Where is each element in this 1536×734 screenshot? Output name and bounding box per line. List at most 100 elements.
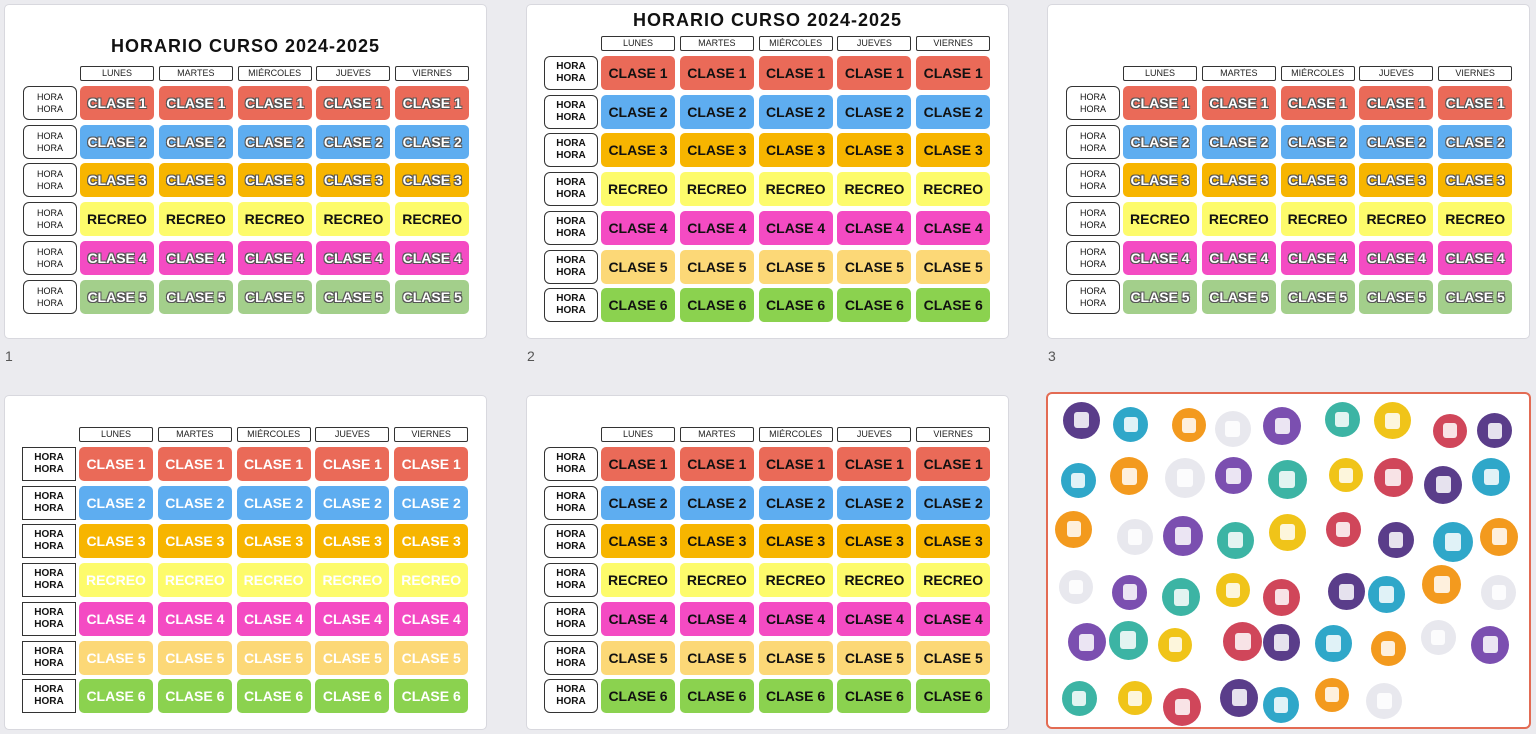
- hour-label: HORA HORA: [544, 601, 598, 636]
- class-cell: CLASE 5: [394, 640, 469, 675]
- icon: [1215, 573, 1250, 608]
- class-cell: CLASE 5: [601, 640, 675, 675]
- hour-line: HORA: [34, 452, 64, 463]
- class-cell: CLASE 1: [395, 86, 470, 120]
- class-cell: CLASE 5: [1201, 279, 1276, 314]
- class-cell: CLASE 4: [758, 210, 833, 245]
- hour-label: HORA HORA: [544, 563, 598, 598]
- icon: [1328, 458, 1363, 493]
- class-cell: CLASE 3: [837, 133, 912, 168]
- slide-number: 2: [527, 348, 535, 364]
- class-cell: CLASE 3: [1438, 163, 1513, 198]
- class-cell: CLASE 5: [758, 640, 833, 675]
- icon-glyph: [1122, 584, 1137, 600]
- class-cell: CLASE 1: [916, 56, 991, 90]
- class-cell: CLASE 5: [601, 249, 675, 284]
- hour-line: HORA: [556, 99, 586, 111]
- hour-label: HORA HORA: [23, 240, 77, 275]
- class-cell: CLASE 4: [1123, 240, 1197, 275]
- icon: [1214, 410, 1251, 447]
- class-cell: CLASE 3: [916, 133, 991, 168]
- slide-thumbnail[interactable]: [1048, 394, 1529, 727]
- slide-thumbnail[interactable]: LUNES MARTES MIÉRCOLES JUEVES VIERNES HORA HOR…: [1048, 5, 1529, 338]
- class-cell: CLASE 1: [1438, 86, 1513, 120]
- class-cell: CLASE 6: [679, 288, 754, 323]
- class-cell: RECREO: [837, 172, 912, 207]
- class-cell: CLASE 3: [157, 524, 232, 559]
- class-cell: CLASE 5: [315, 640, 390, 675]
- hour-line: HORA: [34, 618, 64, 630]
- hour-line: HORA: [34, 568, 64, 580]
- hour-label: HORA HORA: [544, 172, 598, 207]
- class-cell: CLASE 1: [916, 447, 991, 481]
- class-cell: CLASE 3: [1280, 163, 1355, 198]
- day-header: VIERNES: [916, 427, 991, 442]
- class-cell: RECREO: [316, 202, 391, 237]
- hour-line: HORA: [1079, 246, 1106, 257]
- class-cell: CLASE 6: [236, 679, 311, 714]
- icon-glyph: [1381, 640, 1396, 657]
- class-cell: CLASE 5: [837, 249, 912, 284]
- icon: [1324, 402, 1360, 438]
- hour-line: HORA: [556, 684, 586, 696]
- day-header: MARTES: [158, 66, 233, 81]
- class-cell: CLASE 2: [1201, 124, 1276, 159]
- class-cell: CLASE 4: [1438, 240, 1513, 275]
- slide-thumbnail[interactable]: HORARIO CURSO 2024-2025 LUNES MARTES MIÉRCO…: [5, 5, 486, 338]
- hour-line: HORA: [36, 285, 63, 296]
- hour-line: HORA: [556, 490, 586, 502]
- class-cell: CLASE 1: [837, 447, 912, 481]
- hour-line: HORA: [556, 452, 586, 463]
- class-cell: CLASE 5: [80, 279, 154, 314]
- icon-glyph: [1384, 412, 1400, 430]
- hour-line: HORA: [36, 169, 63, 180]
- icon: [1061, 680, 1097, 716]
- icon-glyph: [1079, 633, 1095, 651]
- slide-thumbnail[interactable]: LUNES MARTES MIÉRCOLES JUEVES VIERNES HORA HOR…: [527, 396, 1008, 729]
- icon-glyph: [1225, 582, 1240, 598]
- class-cell: CLASE 2: [395, 124, 470, 159]
- class-cell: CLASE 4: [916, 210, 991, 245]
- class-cell: CLASE 3: [395, 163, 470, 198]
- icon-glyph: [1123, 416, 1138, 433]
- hour-line: HORA: [556, 227, 586, 239]
- class-cell: CLASE 2: [80, 124, 154, 159]
- class-cell: CLASE 1: [837, 56, 912, 90]
- hour-line: HORA: [36, 181, 63, 192]
- day-header: LUNES: [80, 66, 154, 81]
- class-cell: CLASE 4: [157, 601, 232, 636]
- class-cell: RECREO: [158, 202, 233, 237]
- class-cell: CLASE 4: [758, 601, 833, 636]
- hour-line: HORA: [1079, 92, 1106, 102]
- class-cell: CLASE 4: [158, 240, 233, 275]
- class-cell: CLASE 6: [758, 679, 833, 714]
- class-cell: RECREO: [679, 563, 754, 598]
- icon: [1113, 407, 1149, 443]
- class-cell: CLASE 3: [758, 524, 833, 559]
- class-cell: RECREO: [1201, 202, 1276, 237]
- icon-glyph: [1491, 584, 1506, 600]
- class-cell: CLASE 6: [916, 288, 991, 323]
- class-cell: CLASE 3: [79, 524, 153, 559]
- class-cell: CLASE 4: [679, 601, 754, 636]
- hour-line: HORA: [34, 529, 64, 541]
- hour-label: HORA HORA: [1066, 124, 1120, 159]
- class-cell: CLASE 4: [237, 240, 312, 275]
- slide-thumbnail[interactable]: HORARIO CURSO 2024-2025 LUNES MARTES MIÉRCO…: [527, 5, 1008, 338]
- icon: [1373, 402, 1411, 440]
- icon: [1060, 462, 1096, 498]
- icon-glyph: [1339, 467, 1353, 483]
- class-cell: CLASE 4: [236, 601, 311, 636]
- hour-line: HORA: [1079, 220, 1106, 231]
- icon: [1062, 401, 1100, 439]
- class-cell: RECREO: [679, 172, 754, 207]
- class-cell: CLASE 5: [1359, 279, 1434, 314]
- hour-line: HORA: [1079, 297, 1106, 308]
- hour-line: HORA: [36, 92, 63, 102]
- hour-line: HORA: [1079, 104, 1106, 114]
- slide-thumbnail[interactable]: LUNES MARTES MIÉRCOLES JUEVES VIERNES HORA HOR…: [5, 396, 486, 729]
- class-cell: RECREO: [916, 563, 991, 598]
- icon: [1215, 457, 1253, 495]
- day-header: MARTES: [679, 36, 754, 51]
- icon: [1481, 574, 1517, 610]
